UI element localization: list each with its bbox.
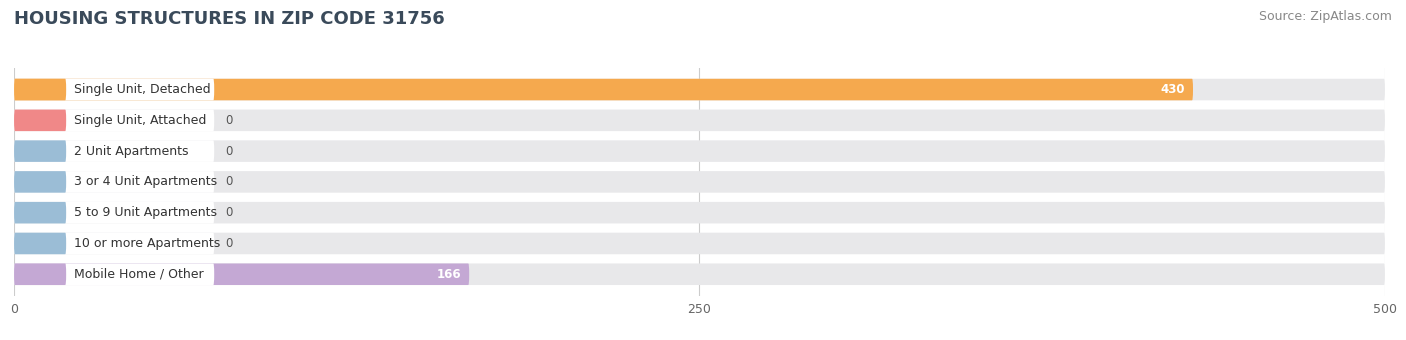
Text: 2 Unit Apartments: 2 Unit Apartments [75,144,188,158]
FancyBboxPatch shape [14,233,1385,254]
Text: 0: 0 [225,237,232,250]
FancyBboxPatch shape [14,79,1192,100]
Text: Mobile Home / Other: Mobile Home / Other [75,268,204,281]
FancyBboxPatch shape [14,202,66,223]
FancyBboxPatch shape [14,171,66,193]
Text: 0: 0 [225,144,232,158]
FancyBboxPatch shape [14,79,1385,100]
FancyBboxPatch shape [14,264,470,285]
Text: 10 or more Apartments: 10 or more Apartments [75,237,221,250]
FancyBboxPatch shape [14,233,214,254]
Text: Single Unit, Attached: Single Unit, Attached [75,114,207,127]
FancyBboxPatch shape [14,264,66,285]
FancyBboxPatch shape [14,171,214,193]
FancyBboxPatch shape [14,233,66,254]
FancyBboxPatch shape [14,264,214,285]
FancyBboxPatch shape [14,109,1385,131]
FancyBboxPatch shape [14,264,1385,285]
Text: 5 to 9 Unit Apartments: 5 to 9 Unit Apartments [75,206,218,219]
Text: Single Unit, Detached: Single Unit, Detached [75,83,211,96]
Text: 0: 0 [225,175,232,188]
Text: HOUSING STRUCTURES IN ZIP CODE 31756: HOUSING STRUCTURES IN ZIP CODE 31756 [14,10,444,28]
FancyBboxPatch shape [14,79,214,100]
Text: Source: ZipAtlas.com: Source: ZipAtlas.com [1258,10,1392,23]
FancyBboxPatch shape [14,202,214,223]
FancyBboxPatch shape [14,202,1385,223]
Text: 430: 430 [1160,83,1185,96]
Text: 0: 0 [225,206,232,219]
FancyBboxPatch shape [14,171,1385,193]
FancyBboxPatch shape [14,109,66,131]
FancyBboxPatch shape [14,140,214,162]
Text: 166: 166 [436,268,461,281]
Text: 3 or 4 Unit Apartments: 3 or 4 Unit Apartments [75,175,218,188]
FancyBboxPatch shape [14,140,1385,162]
FancyBboxPatch shape [14,109,214,131]
Text: 0: 0 [225,114,232,127]
FancyBboxPatch shape [14,140,66,162]
FancyBboxPatch shape [14,79,66,100]
